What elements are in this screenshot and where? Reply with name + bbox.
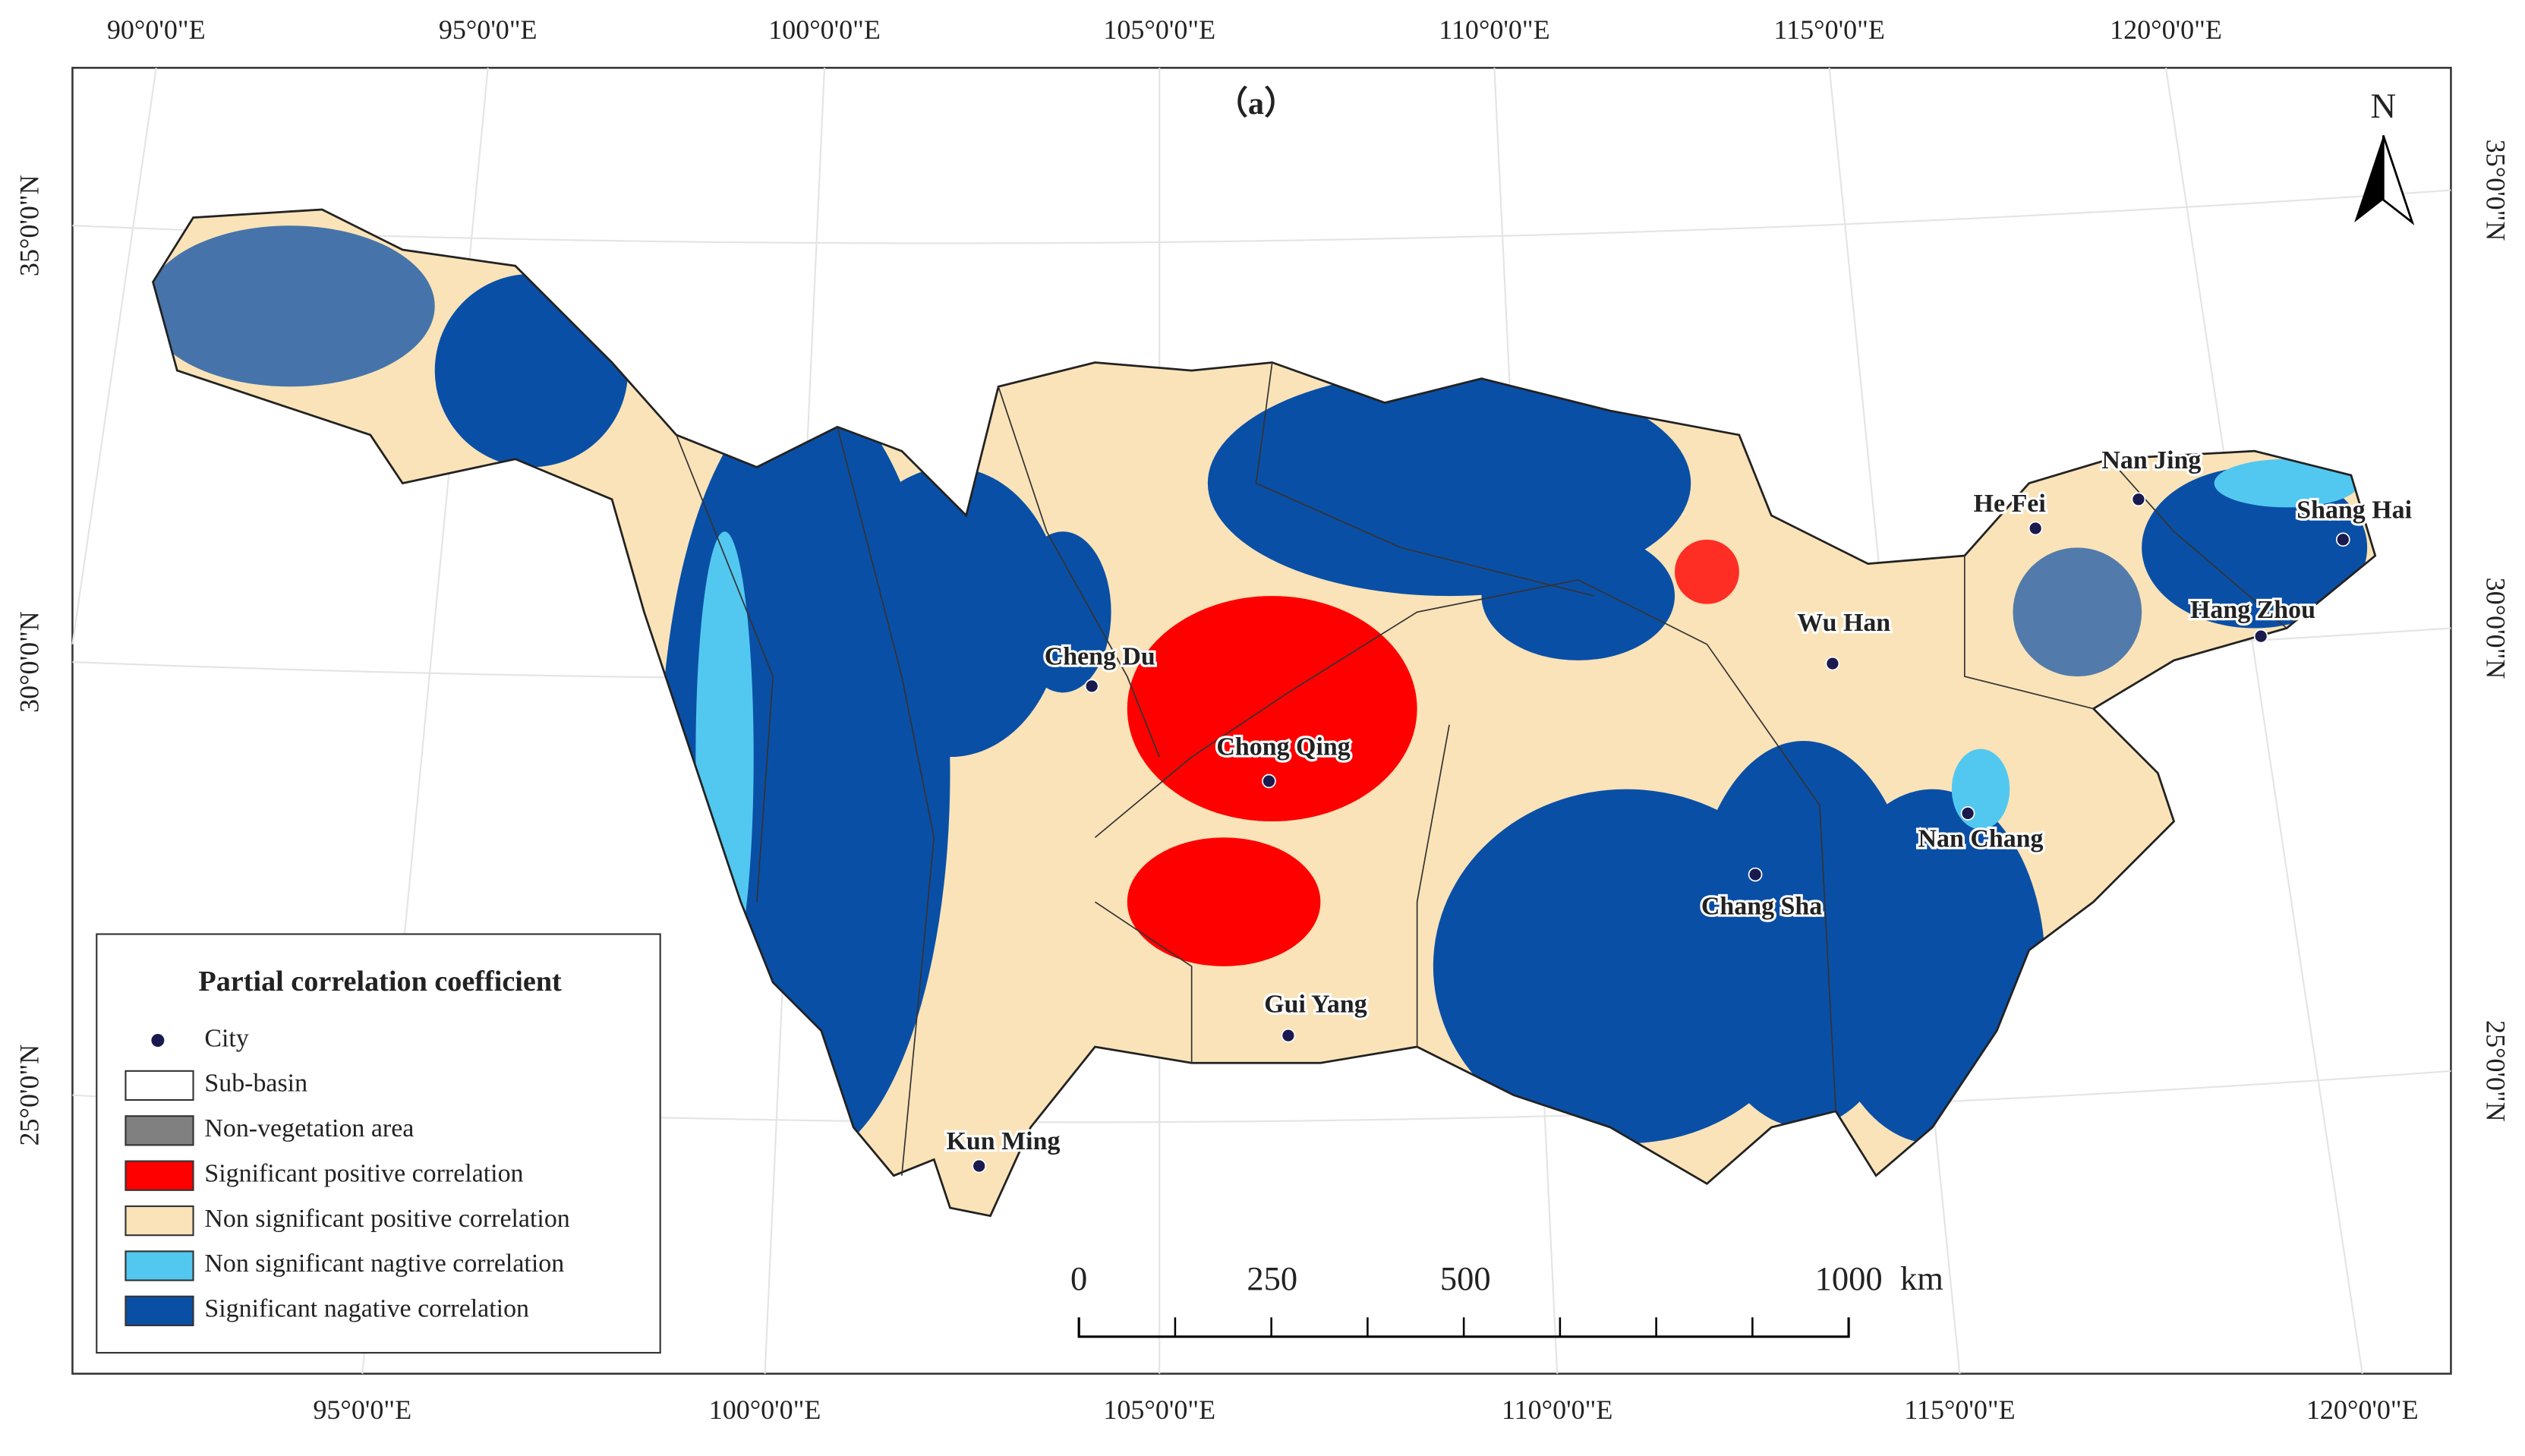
lat-label-left: 25°0'0"N: [14, 1045, 45, 1146]
lon-label-top: 115°0'0"E: [1773, 14, 1884, 45]
legend-label: Non significant nagtive correlation: [204, 1250, 564, 1278]
city-marker: [2253, 629, 2268, 644]
city-marker: [2131, 492, 2146, 507]
legend-title: Partial correlation coefficient: [198, 966, 562, 997]
city-marker: [1084, 679, 1099, 694]
city-label: He Fei: [1974, 490, 2046, 518]
lon-label-top: 95°0'0"E: [439, 14, 537, 45]
lat-label-left: 35°0'0"N: [14, 175, 45, 276]
lon-label-top: 100°0'0"E: [768, 14, 881, 45]
legend-label: Significant nagative correlation: [204, 1295, 529, 1323]
scale-unit: km: [1900, 1259, 1943, 1297]
lon-label-bottom: 100°0'0"E: [709, 1395, 821, 1425]
city-label: Kun Ming: [947, 1127, 1061, 1155]
sub-basin-lines: [676, 362, 2287, 1176]
city-label: Chang Sha: [1701, 892, 1822, 920]
north-label: N: [2370, 87, 2396, 126]
city-label: Nan Chang: [1918, 824, 2044, 852]
lat-label-left: 30°0'0"N: [14, 611, 45, 713]
city-label: Hang Zhou: [2190, 596, 2315, 624]
city-label: Shang Hai: [2296, 496, 2412, 525]
city-marker: [1281, 1028, 1296, 1043]
city-label: Wu Han: [1797, 609, 1890, 637]
legend-city-symbol: [151, 1034, 165, 1047]
city-label: Chong Qing: [1216, 733, 1350, 761]
lon-label-bottom: 120°0'0"E: [2306, 1395, 2419, 1425]
scale-label: 250: [1247, 1259, 1297, 1297]
lon-label-top: 120°0'0"E: [2110, 14, 2222, 45]
city-marker: [1748, 867, 1763, 882]
city-marker: [1262, 774, 1276, 789]
city-label: Nan Jing: [2101, 446, 2201, 474]
scale-label: 500: [1440, 1259, 1491, 1297]
lon-label-bottom: 105°0'0"E: [1103, 1395, 1215, 1425]
city-label: Cheng Du: [1045, 643, 1155, 671]
lat-label-right: 35°0'0"N: [2480, 140, 2511, 241]
lon-label-top: 105°0'0"E: [1103, 14, 1215, 45]
legend-swatch: [125, 1115, 194, 1146]
legend-label: Sub-basin: [204, 1070, 307, 1098]
city-marker: [972, 1158, 987, 1174]
city-marker: [1825, 656, 1840, 671]
graticule-labels: 90°0'0"E 95°0'0"E 100°0'0"E 105°0'0"E 110°0'…: [14, 14, 2511, 1425]
lat-label-right: 25°0'0"N: [2480, 1020, 2511, 1122]
lon-label-top: 90°0'0"E: [107, 14, 206, 45]
lon-label-top: 110°0'0"E: [1439, 14, 1549, 45]
city-marker: [2028, 521, 2043, 536]
legend-swatch: [125, 1160, 194, 1191]
map-title: （a）: [1215, 86, 1296, 121]
legend-label: Significant positive correlation: [204, 1159, 523, 1187]
city-label: Gui Yang: [1264, 991, 1367, 1019]
scale-bar: 0 250 500 1000 km: [1070, 1259, 1943, 1338]
legend-label: Non significant positive correlation: [204, 1205, 569, 1233]
city-layer: Cheng Du Chong Qing Gui Yang Kun Ming Wu Han…: [944, 444, 2414, 1174]
city-marker: [1960, 806, 1975, 821]
lat-label-right: 30°0'0"N: [2480, 578, 2511, 679]
legend-swatch: [125, 1250, 194, 1281]
scale-label: 0: [1070, 1259, 1087, 1297]
legend-swatch: [125, 1295, 194, 1327]
lon-label-bottom: 115°0'0"E: [1904, 1395, 2015, 1425]
legend-label: Non-vegetation area: [204, 1114, 414, 1142]
legend-swatch: [125, 1070, 194, 1101]
city-marker: [2335, 532, 2350, 547]
legend-swatch: [125, 1205, 194, 1237]
lon-label-bottom: 95°0'0"E: [313, 1395, 411, 1425]
lon-label-bottom: 110°0'0"E: [1502, 1395, 1612, 1425]
scale-label: 1000: [1815, 1259, 1883, 1297]
legend-label: City: [204, 1024, 248, 1052]
legend: Partial correlation coefficient City Sub-b…: [96, 933, 661, 1354]
